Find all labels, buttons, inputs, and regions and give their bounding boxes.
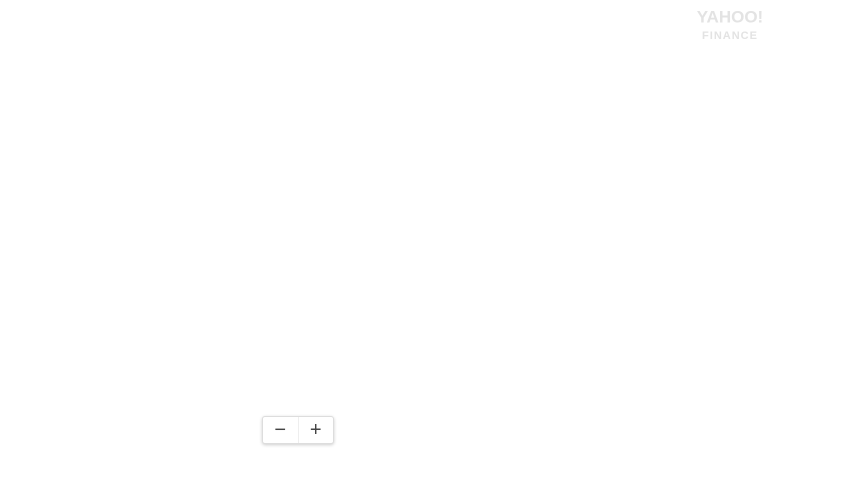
zoom-control: − + [262,416,334,444]
zoom-in-button[interactable]: + [297,417,334,443]
watermark: FINANCE [702,30,758,42]
zoom-out-button[interactable]: − [274,419,287,441]
watermark: YAHOO! [697,7,763,26]
